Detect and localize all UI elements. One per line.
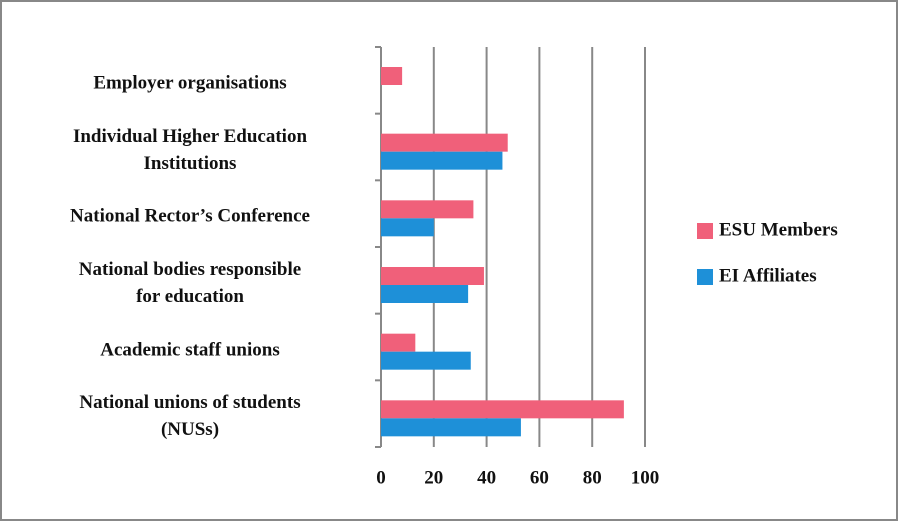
bar	[381, 351, 471, 370]
bar	[381, 151, 503, 170]
x-tick-label: 0	[376, 467, 386, 488]
y-tick-label: National Rector’s Conference	[70, 205, 310, 227]
x-tick-label: 60	[530, 467, 549, 488]
y-tick-label: Individual Higher Education Institutions	[72, 125, 308, 174]
legend-swatch	[697, 269, 713, 285]
bar	[381, 400, 624, 419]
bar	[381, 418, 521, 437]
x-tick-label: 40	[477, 467, 496, 488]
bar	[381, 200, 474, 219]
legend-label: EI Affiliates	[719, 265, 817, 286]
bar	[381, 333, 416, 352]
bar	[381, 133, 508, 152]
legend-swatch	[697, 223, 713, 239]
bar	[381, 267, 484, 285]
x-tick-label: 80	[583, 467, 602, 488]
bar	[381, 285, 469, 303]
x-tick-label: 100	[631, 467, 660, 488]
x-tick-label: 20	[424, 467, 443, 488]
y-tick-label: Employer organisations	[93, 72, 287, 94]
y-tick-label: Academic staff unions	[100, 339, 280, 361]
y-tick-label: National unions of students (NUSs)	[79, 392, 301, 441]
bar	[381, 218, 434, 237]
bar	[381, 67, 403, 85]
legend-label: ESU Members	[719, 219, 838, 240]
y-tick-label: National bodies responsible for educatio…	[78, 259, 302, 307]
